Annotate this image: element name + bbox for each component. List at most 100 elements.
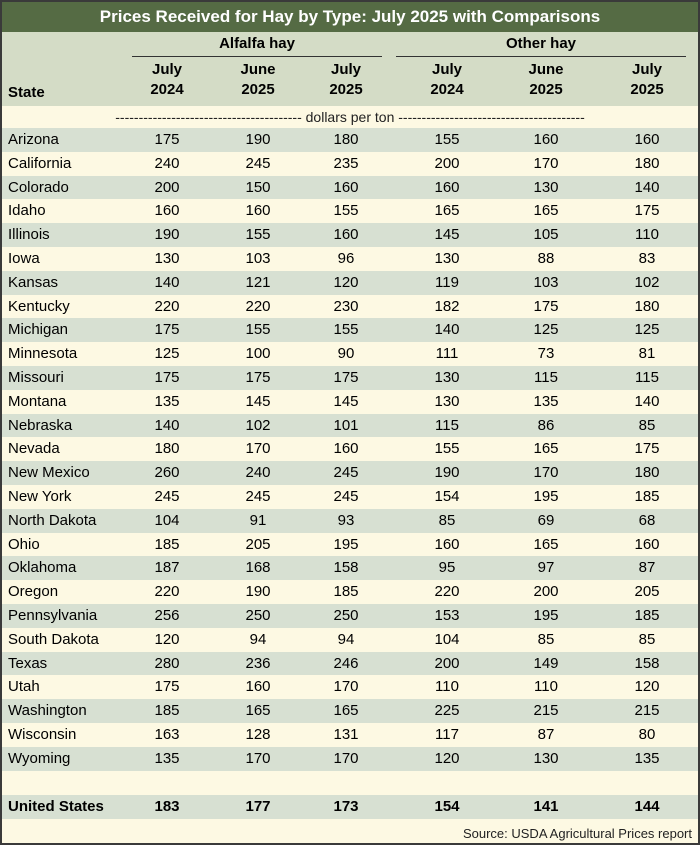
price-cell: 170 xyxy=(245,749,271,767)
table-row: South Dakota 120 94 94 104 85 85 xyxy=(2,627,698,652)
total-cell: 144 xyxy=(634,797,660,815)
column-header: July 2025 xyxy=(630,61,664,98)
price-cell: 245 xyxy=(333,487,359,505)
state-name: Montana xyxy=(8,392,67,410)
price-cell: 230 xyxy=(333,297,359,315)
price-cell: 140 xyxy=(634,178,660,196)
group-underline-alfalfa xyxy=(132,56,382,57)
state-name: North Dakota xyxy=(8,511,97,529)
price-cell: 68 xyxy=(638,511,656,529)
price-cell: 104 xyxy=(154,511,180,529)
price-cell: 256 xyxy=(154,606,180,624)
price-cell: 185 xyxy=(634,606,660,624)
price-cell: 182 xyxy=(434,297,460,315)
table-row: New Mexico 260 240 245 190 170 180 xyxy=(2,461,698,485)
price-cell: 175 xyxy=(634,440,660,458)
price-cell: 170 xyxy=(333,678,359,696)
price-cell: 185 xyxy=(333,583,359,601)
price-cell: 180 xyxy=(634,464,660,482)
price-cell: 119 xyxy=(435,273,459,291)
price-cell: 160 xyxy=(333,178,359,196)
price-cell: 69 xyxy=(537,511,555,529)
price-cell: 115 xyxy=(534,368,558,386)
price-cell: 220 xyxy=(154,583,180,601)
table-row: Idaho 160 160 155 165 165 175 xyxy=(2,199,698,224)
price-cell: 205 xyxy=(245,535,271,553)
price-cell: 155 xyxy=(434,440,460,458)
price-cell: 130 xyxy=(533,178,559,196)
price-cell: 130 xyxy=(434,249,460,267)
price-cell: 87 xyxy=(638,559,656,577)
price-cell: 130 xyxy=(434,392,460,410)
column-header: July 2024 xyxy=(430,61,464,98)
price-cell: 140 xyxy=(434,321,460,339)
state-name: Texas xyxy=(8,654,48,672)
state-name: Wyoming xyxy=(8,749,71,767)
price-cell: 158 xyxy=(333,559,359,577)
state-name: Arizona xyxy=(8,131,59,148)
price-cell: 153 xyxy=(434,606,460,624)
table-row: Nevada 180 170 160 155 165 175 xyxy=(2,437,698,462)
group-header-other: Other hay xyxy=(505,35,577,52)
state-name: New Mexico xyxy=(8,464,90,482)
price-cell: 145 xyxy=(245,392,271,410)
price-cell: 135 xyxy=(154,749,180,767)
state-name: Nebraska xyxy=(8,416,73,434)
price-cell: 125 xyxy=(634,321,660,339)
price-cell: 240 xyxy=(154,154,180,172)
price-cell: 245 xyxy=(154,487,180,505)
price-cell: 160 xyxy=(333,440,359,458)
price-cell: 160 xyxy=(245,678,271,696)
price-cell: 175 xyxy=(533,297,559,315)
price-cell: 155 xyxy=(333,202,359,220)
price-cell: 175 xyxy=(634,202,660,220)
table-row: Ohio 185 205 195 160 165 160 xyxy=(2,532,698,557)
table-row: New York 245 245 245 154 195 185 xyxy=(2,484,698,509)
price-cell: 190 xyxy=(154,226,180,244)
price-cell: 83 xyxy=(638,249,656,267)
price-cell: 95 xyxy=(438,559,456,577)
state-name: Utah xyxy=(8,678,40,696)
price-cell: 87 xyxy=(537,725,555,743)
table-row: Oregon 220 190 185 220 200 205 xyxy=(2,580,698,604)
state-name: South Dakota xyxy=(8,630,99,648)
price-cell: 200 xyxy=(434,154,460,172)
price-cell: 85 xyxy=(438,511,456,529)
table-row: Missouri 175 175 175 130 115 115 xyxy=(2,365,698,390)
state-name: Iowa xyxy=(8,249,40,267)
price-cell: 121 xyxy=(245,273,271,291)
price-cell: 135 xyxy=(533,392,559,410)
table-row: Wyoming 135 170 170 120 130 135 xyxy=(2,746,698,771)
state-name: Minnesota xyxy=(8,345,78,363)
price-cell: 100 xyxy=(245,345,271,363)
table-row: Colorado 200 150 160 160 130 140 xyxy=(2,175,698,200)
price-cell: 97 xyxy=(537,559,555,577)
table-row: Texas 280 236 246 200 149 158 xyxy=(2,651,698,676)
price-cell: 190 xyxy=(434,464,460,482)
state-column-header: State xyxy=(8,84,45,101)
price-cell: 130 xyxy=(434,368,460,386)
table-row: Kansas 140 121 120 119 103 102 xyxy=(2,270,698,295)
price-cell: 160 xyxy=(634,131,660,148)
price-cell: 245 xyxy=(245,487,271,505)
price-cell: 250 xyxy=(333,606,359,624)
price-cell: 160 xyxy=(333,226,359,244)
price-cell: 185 xyxy=(154,535,180,553)
price-cell: 94 xyxy=(337,630,355,648)
price-cell: 170 xyxy=(533,154,559,172)
price-cell: 110 xyxy=(534,678,558,696)
total-label: United States xyxy=(8,797,104,815)
price-cell: 135 xyxy=(634,749,660,767)
price-cell: 235 xyxy=(333,154,359,172)
price-cell: 120 xyxy=(333,273,359,291)
price-cell: 130 xyxy=(533,749,559,767)
price-cell: 236 xyxy=(245,654,271,672)
total-row: United States 183 177 173 154 141 144 xyxy=(2,794,698,819)
price-cell: 120 xyxy=(634,678,660,696)
price-cell: 88 xyxy=(537,249,555,267)
price-cell: 165 xyxy=(333,702,359,720)
state-name: California xyxy=(8,154,72,172)
table-body: Arizona 175 190 180 155 160 160 California 240 24… xyxy=(2,128,698,771)
price-cell: 195 xyxy=(333,535,359,553)
